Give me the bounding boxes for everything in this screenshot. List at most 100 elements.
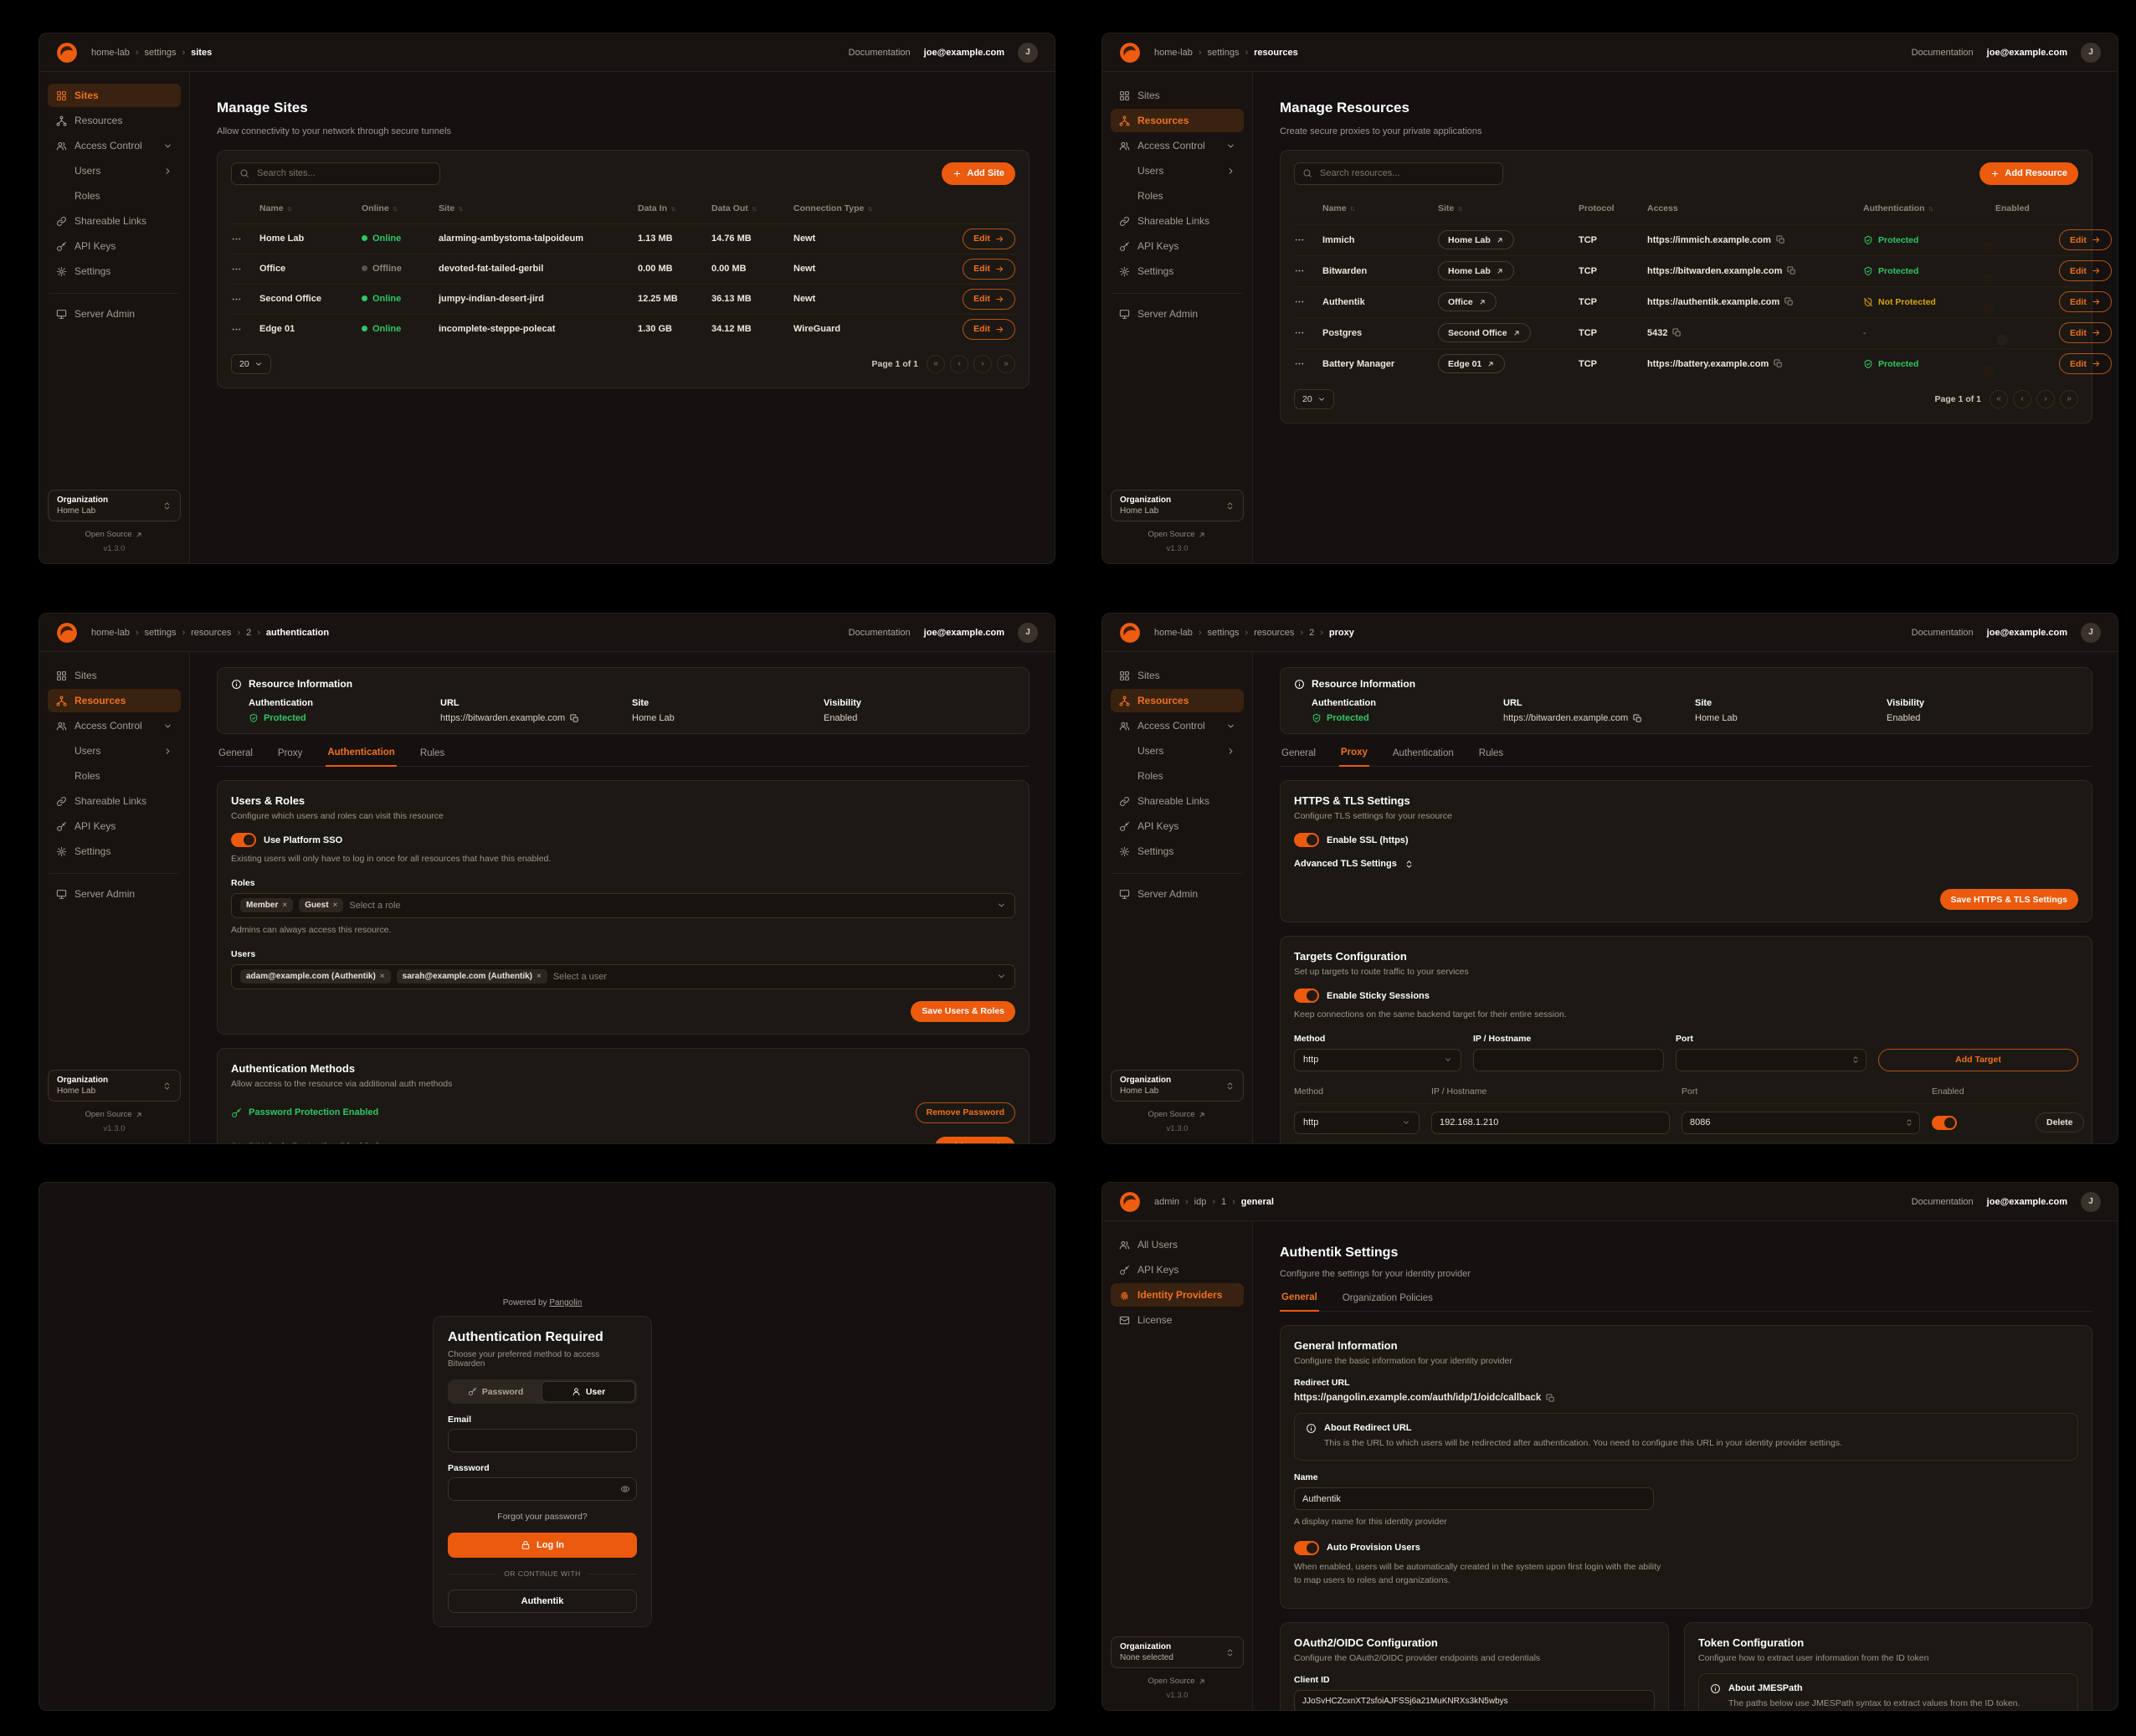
sidebar-item-users[interactable]: Users [48,159,181,182]
avatar[interactable]: J [1018,42,1038,63]
sidebar-item-api-keys[interactable]: API Keys [1111,814,1244,838]
edit-button[interactable]: Edit [2059,260,2112,282]
sidebar-item-users[interactable]: Users [1111,159,1244,182]
sidebar-item-license[interactable]: License [1111,1308,1244,1332]
edit-button[interactable]: Edit [963,288,1015,310]
tab-authentication[interactable]: Authentication [326,747,397,767]
sidebar-item-shareable-links[interactable]: Shareable Links [48,209,181,233]
tab-general[interactable]: General [1280,747,1317,766]
sidebar-item-shareable-links[interactable]: Shareable Links [1111,789,1244,813]
tab-general[interactable]: General [217,747,254,766]
add-site-button[interactable]: Add Site [942,162,1015,185]
idp-name-input[interactable] [1294,1487,1654,1511]
sidebar-item-settings[interactable]: Settings [48,259,181,283]
breadcrumb-item[interactable]: 2 [1309,627,1315,638]
open-source-link[interactable]: Open Source [1148,1110,1207,1119]
copy-icon[interactable] [1774,359,1783,368]
site-link-chip[interactable]: Home Lab [1438,261,1514,281]
next-page-button[interactable] [973,354,992,373]
sidebar-item-shareable-links[interactable]: Shareable Links [48,789,181,813]
advanced-tls-label[interactable]: Advanced TLS Settings [1294,859,1397,869]
sidebar-item-api-keys[interactable]: API Keys [48,234,181,258]
last-page-button[interactable] [2060,389,2078,408]
role-chip[interactable]: Member [240,898,294,913]
breadcrumb-item[interactable]: settings [1207,627,1240,638]
email-field[interactable] [448,1429,637,1452]
search-resources-input[interactable] [1318,167,1495,180]
tab-user[interactable]: User [542,1381,635,1402]
breadcrumb-item[interactable]: home-lab [91,47,130,58]
remove-chip-icon[interactable] [282,901,287,910]
open-source-link[interactable]: Open Source [1148,1677,1207,1686]
sidebar-item-roles[interactable]: Roles [1137,770,1163,782]
row-menu-button[interactable] [231,234,259,244]
roles-multiselect[interactable]: Member Guest Select a role [231,892,1015,918]
delete-target-button[interactable]: Delete [2036,1112,2084,1133]
documentation-link[interactable]: Documentation [1911,47,1974,58]
stepper-icon[interactable] [1905,1118,1913,1127]
add-target-button[interactable]: Add Target [1878,1048,2078,1071]
page-size-select[interactable]: 20 [231,353,271,374]
column-connection-type[interactable]: Connection Type [793,203,919,213]
forgot-password-link[interactable]: Forgot your password? [497,1512,588,1522]
column-authentication[interactable]: Authentication [1863,203,1995,213]
save-users-roles-button[interactable]: Save Users & Roles [911,1000,1015,1022]
remove-chip-icon[interactable] [380,972,385,981]
sidebar-item-identity-providers[interactable]: Identity Providers [1111,1283,1244,1307]
add-pin-code-button[interactable]: Add PIN Code [935,1136,1015,1143]
tab-proxy[interactable]: Proxy [1338,747,1369,767]
documentation-link[interactable]: Documentation [848,627,911,638]
edit-button[interactable]: Edit [2059,229,2112,251]
row-menu-button[interactable] [1294,327,1322,338]
pangolin-link[interactable]: Pangolin [549,1298,583,1307]
prev-page-button[interactable] [950,354,968,373]
row-menu-button[interactable] [231,294,259,305]
breadcrumb-item[interactable]: resources [191,627,232,638]
login-button[interactable]: Log In [448,1533,637,1558]
sidebar-item-resources[interactable]: Resources [48,689,181,712]
user-email[interactable]: joe@example.com [1986,47,2067,58]
org-selector[interactable]: Organization Home Lab [1111,490,1244,521]
tab-general[interactable]: General [1280,1292,1319,1312]
sidebar-item-api-keys[interactable]: API Keys [1111,234,1244,258]
open-source-link[interactable]: Open Source [85,530,144,539]
port-input[interactable] [1682,1111,1920,1134]
enable-ssl-toggle[interactable] [1294,833,1319,847]
sidebar-item-sites[interactable]: Sites [48,664,181,687]
user-chip[interactable]: adam@example.com (Authentik) [240,969,391,984]
copy-icon[interactable] [570,714,579,723]
user-email[interactable]: joe@example.com [1986,627,2067,638]
row-menu-button[interactable] [1294,358,1322,369]
users-multiselect[interactable]: adam@example.com (Authentik) sarah@examp… [231,963,1015,989]
tab-organization-policies[interactable]: Organization Policies [1341,1292,1435,1311]
copy-icon[interactable] [1546,1394,1555,1403]
sidebar-item-users[interactable]: Users [1111,739,1244,763]
sidebar-item-access-control[interactable]: Access Control [48,714,181,737]
sidebar-item-access-control[interactable]: Access Control [48,134,181,157]
next-page-button[interactable] [2036,389,2055,408]
search-sites-input[interactable] [255,167,432,180]
row-menu-button[interactable] [1294,234,1322,245]
breadcrumb-item[interactable]: 2 [246,627,252,638]
avatar[interactable]: J [1018,622,1038,643]
authentik-sso-button[interactable]: Authentik [448,1590,637,1613]
sidebar-item-resources[interactable]: Resources [1111,689,1244,712]
tab-rules[interactable]: Rules [418,747,446,766]
sidebar-item-server-admin[interactable]: Server Admin [1111,302,1244,326]
stepper-icon[interactable] [1851,1055,1860,1064]
sidebar-item-sites[interactable]: Sites [1111,664,1244,687]
client-id-input[interactable] [1294,1689,1655,1710]
breadcrumb-item[interactable]: resources [1254,627,1295,638]
sidebar-item-access-control[interactable]: Access Control [1111,714,1244,737]
copy-icon[interactable] [1776,235,1785,244]
avatar[interactable]: J [2081,42,2101,63]
port-input[interactable] [1676,1048,1866,1071]
sidebar-item-sites[interactable]: Sites [48,84,181,107]
site-link-chip[interactable]: Edge 01 [1438,354,1506,374]
edit-button[interactable]: Edit [2059,353,2112,375]
edit-button[interactable]: Edit [2059,322,2112,344]
org-selector[interactable]: Organization Home Lab [48,1070,181,1102]
breadcrumb-item[interactable]: settings [1207,47,1240,58]
site-link-chip[interactable]: Office [1438,292,1497,312]
row-menu-button[interactable] [231,264,259,275]
